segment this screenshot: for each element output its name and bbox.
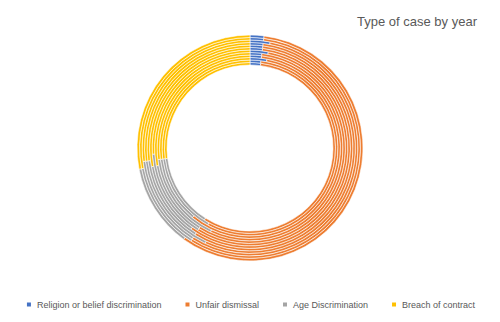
- svg-text:Age Discrimination: Age Discrimination: [293, 300, 368, 310]
- svg-text:Unfair dismissal: Unfair dismissal: [195, 300, 259, 310]
- svg-text:Breach of contract: Breach of contract: [402, 300, 476, 310]
- svg-text:Religion or belief discriminat: Religion or belief discrimination: [37, 300, 162, 310]
- svg-text:Type of case by year: Type of case by year: [357, 14, 478, 29]
